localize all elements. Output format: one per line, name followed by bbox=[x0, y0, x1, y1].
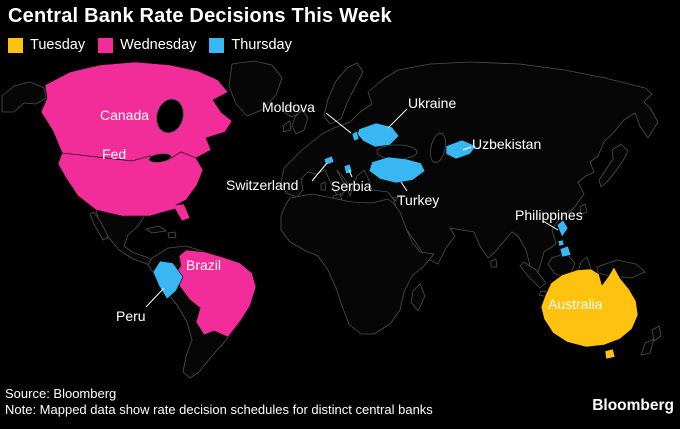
caspian-sea bbox=[430, 132, 446, 164]
tuesday-swatch-icon bbox=[8, 37, 23, 53]
page-title: Central Bank Rate Decisions This Week bbox=[8, 5, 392, 27]
black-sea bbox=[376, 144, 418, 160]
wednesday-swatch-rect bbox=[98, 37, 114, 53]
map-label-philippines: Philippines bbox=[515, 207, 583, 223]
landmass-alaska bbox=[1, 81, 47, 113]
leader-line-philippines bbox=[542, 220, 559, 231]
country-switzerland bbox=[323, 155, 335, 166]
landmass-japan bbox=[598, 143, 629, 188]
philippines-visayas bbox=[557, 239, 565, 247]
country-australia-tasmania bbox=[604, 348, 616, 360]
map-label-turkey: Turkey bbox=[397, 192, 440, 208]
tuesday-swatch-rect bbox=[8, 37, 23, 53]
country-philippines bbox=[556, 219, 572, 258]
landmass-eurasia bbox=[280, 61, 659, 279]
country-ukraine bbox=[356, 122, 400, 148]
leader-line-turkey bbox=[400, 181, 408, 192]
leader-line-switzerland bbox=[311, 162, 328, 182]
landmass-taiwan bbox=[579, 203, 588, 215]
methodology-note: Note: Mapped data show rate decision sch… bbox=[5, 402, 433, 417]
leader-line-serbia bbox=[348, 169, 353, 178]
wednesday-swatch-icon bbox=[98, 37, 114, 53]
landmass-greenland bbox=[228, 60, 283, 117]
world-map: Canada Fed Moldova Ukraine Uzbekistan Sw… bbox=[0, 60, 680, 390]
landmass-cuba bbox=[145, 225, 167, 234]
country-canada bbox=[40, 61, 233, 162]
map-label-switzerland: Switzerland bbox=[226, 177, 299, 193]
leader-line-peru bbox=[145, 287, 165, 308]
map-label-uzbekistan: Uzbekistan bbox=[472, 136, 542, 152]
map-label-australia: Australia bbox=[548, 296, 603, 312]
hudson-bay bbox=[156, 98, 184, 134]
legend-item-thursday: Thursday bbox=[209, 37, 292, 53]
world-map-svg bbox=[1, 60, 662, 379]
landmass-scandinavia bbox=[323, 62, 364, 125]
landmass-uk bbox=[291, 109, 309, 135]
map-label-brazil: Brazil bbox=[186, 257, 222, 273]
landmass-newzealand-north bbox=[651, 325, 662, 342]
legend-label-wednesday: Wednesday bbox=[120, 37, 197, 53]
landmass-cyprus bbox=[391, 196, 399, 202]
country-australia bbox=[540, 266, 639, 348]
philippines-mindanao bbox=[559, 245, 572, 258]
landmass-ireland bbox=[282, 120, 292, 133]
leader-line-uzbekistan bbox=[462, 146, 472, 151]
landmass-baja bbox=[89, 211, 109, 241]
philippines-luzon bbox=[556, 219, 569, 238]
landmass-srilanka bbox=[490, 258, 498, 268]
great-lakes bbox=[148, 153, 172, 163]
source-note: Source: Bloomberg bbox=[5, 386, 117, 401]
map-label-peru: Peru bbox=[116, 308, 146, 324]
country-moldova bbox=[351, 130, 360, 142]
legend-label-thursday: Thursday bbox=[231, 37, 292, 53]
legend: Tuesday Wednesday Thursday bbox=[8, 37, 292, 53]
map-label-ukraine: Ukraine bbox=[408, 95, 457, 111]
country-peru bbox=[152, 260, 184, 300]
bloomberg-logo: Bloomberg bbox=[592, 397, 674, 414]
leader-line-moldova bbox=[325, 112, 352, 134]
legend-label-tuesday: Tuesday bbox=[30, 37, 86, 53]
thursday-swatch-icon bbox=[209, 37, 225, 53]
landmass-sardinia bbox=[320, 181, 327, 191]
landmass-africa bbox=[280, 193, 435, 335]
map-label-fed: Fed bbox=[102, 146, 127, 162]
legend-item-tuesday: Tuesday bbox=[8, 37, 85, 53]
map-label-serbia: Serbia bbox=[331, 178, 372, 194]
landmass-newzealand-south bbox=[640, 338, 655, 356]
map-label-moldova: Moldova bbox=[262, 99, 315, 115]
landmass-newguinea bbox=[596, 259, 646, 279]
thursday-swatch-rect bbox=[209, 37, 225, 53]
landmass-hispaniola bbox=[167, 231, 177, 239]
country-turkey bbox=[368, 156, 426, 184]
country-uzbekistan bbox=[445, 139, 477, 160]
leader-line-ukraine bbox=[387, 108, 408, 129]
landmass-sumatra bbox=[519, 261, 547, 289]
landmass-madagascar bbox=[410, 283, 426, 312]
landmass-mexico bbox=[95, 209, 155, 266]
country-united-states bbox=[57, 151, 204, 222]
map-label-canada: Canada bbox=[100, 107, 150, 123]
legend-item-wednesday: Wednesday bbox=[98, 37, 196, 53]
